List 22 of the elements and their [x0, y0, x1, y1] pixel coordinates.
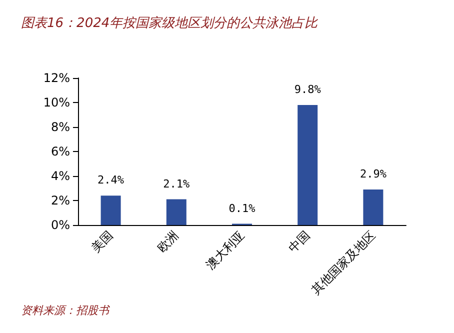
y-tick-label: 12%: [43, 71, 70, 85]
data-label: 2.1%: [163, 177, 190, 190]
data-label: 2.9%: [360, 167, 387, 180]
chart-title: 图表16：2024年按国家级地区划分的公共泳池占比: [21, 15, 319, 31]
text: 资料来源：招股书: [21, 304, 111, 317]
x-tick-label: 欧洲: [154, 228, 182, 255]
y-tick-label: 2%: [50, 194, 70, 208]
y-tick-label: 8%: [50, 120, 70, 134]
x-tick-label: 中国: [286, 228, 313, 255]
data-label: 0.1%: [228, 202, 256, 215]
x-tick-label: 澳大利亚: [203, 228, 247, 272]
y-tick-label: 4%: [50, 169, 70, 183]
x-tick-label: 美国: [88, 228, 116, 255]
data-label: 9.8%: [294, 82, 322, 96]
y-tick-label: 10%: [43, 96, 70, 110]
y-tick-label: 6%: [50, 144, 70, 158]
y-tick-label: 0%: [50, 218, 70, 232]
bar: [363, 189, 384, 225]
data-label: 2.4%: [98, 174, 124, 187]
bar: [166, 199, 186, 225]
bar: [100, 196, 121, 225]
bar: [298, 104, 318, 225]
